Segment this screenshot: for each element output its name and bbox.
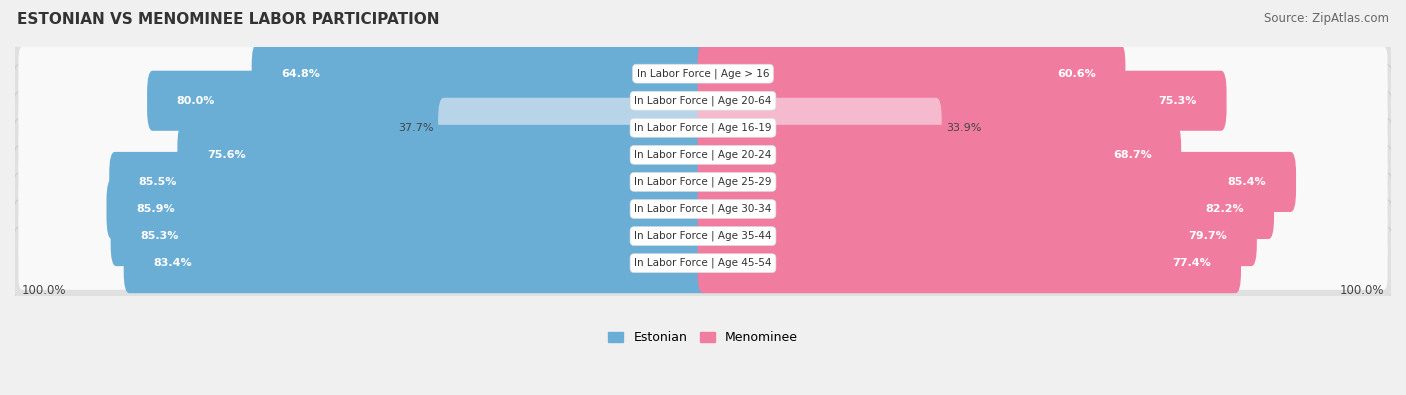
FancyBboxPatch shape <box>697 71 1226 131</box>
FancyBboxPatch shape <box>697 125 1181 185</box>
Text: In Labor Force | Age 35-44: In Labor Force | Age 35-44 <box>634 231 772 241</box>
FancyBboxPatch shape <box>697 43 1125 104</box>
FancyBboxPatch shape <box>18 182 1388 236</box>
Text: 85.4%: 85.4% <box>1227 177 1267 187</box>
FancyBboxPatch shape <box>18 155 1388 209</box>
FancyBboxPatch shape <box>439 98 709 158</box>
FancyBboxPatch shape <box>18 74 1388 127</box>
FancyBboxPatch shape <box>13 92 1393 164</box>
FancyBboxPatch shape <box>18 128 1388 181</box>
FancyBboxPatch shape <box>697 233 1241 293</box>
Text: In Labor Force | Age 20-64: In Labor Force | Age 20-64 <box>634 96 772 106</box>
FancyBboxPatch shape <box>13 227 1393 299</box>
FancyBboxPatch shape <box>110 152 709 212</box>
Text: 85.9%: 85.9% <box>136 204 174 214</box>
Text: In Labor Force | Age 20-24: In Labor Force | Age 20-24 <box>634 150 772 160</box>
Text: In Labor Force | Age > 16: In Labor Force | Age > 16 <box>637 68 769 79</box>
Text: 80.0%: 80.0% <box>177 96 215 106</box>
Text: 64.8%: 64.8% <box>281 69 321 79</box>
FancyBboxPatch shape <box>18 101 1388 154</box>
Text: 85.3%: 85.3% <box>141 231 179 241</box>
FancyBboxPatch shape <box>697 152 1296 212</box>
FancyBboxPatch shape <box>13 119 1393 191</box>
FancyBboxPatch shape <box>124 233 709 293</box>
Text: 83.4%: 83.4% <box>153 258 191 268</box>
FancyBboxPatch shape <box>18 209 1388 263</box>
Text: ESTONIAN VS MENOMINEE LABOR PARTICIPATION: ESTONIAN VS MENOMINEE LABOR PARTICIPATIO… <box>17 12 439 27</box>
Text: 77.4%: 77.4% <box>1173 258 1212 268</box>
FancyBboxPatch shape <box>18 47 1388 100</box>
Text: In Labor Force | Age 25-29: In Labor Force | Age 25-29 <box>634 177 772 187</box>
Text: 75.3%: 75.3% <box>1159 96 1197 106</box>
Text: 100.0%: 100.0% <box>22 284 66 297</box>
FancyBboxPatch shape <box>18 237 1388 290</box>
FancyBboxPatch shape <box>107 179 709 239</box>
Text: 37.7%: 37.7% <box>398 123 433 133</box>
Text: 33.9%: 33.9% <box>946 123 981 133</box>
Text: 100.0%: 100.0% <box>1340 284 1384 297</box>
Text: In Labor Force | Age 16-19: In Labor Force | Age 16-19 <box>634 122 772 133</box>
FancyBboxPatch shape <box>177 125 709 185</box>
FancyBboxPatch shape <box>13 65 1393 137</box>
FancyBboxPatch shape <box>13 200 1393 272</box>
FancyBboxPatch shape <box>252 43 709 104</box>
FancyBboxPatch shape <box>697 206 1257 266</box>
FancyBboxPatch shape <box>697 179 1274 239</box>
FancyBboxPatch shape <box>148 71 709 131</box>
FancyBboxPatch shape <box>13 173 1393 245</box>
Text: 68.7%: 68.7% <box>1112 150 1152 160</box>
FancyBboxPatch shape <box>697 98 942 158</box>
Text: 85.5%: 85.5% <box>139 177 177 187</box>
Text: 60.6%: 60.6% <box>1057 69 1095 79</box>
Text: 79.7%: 79.7% <box>1188 231 1227 241</box>
FancyBboxPatch shape <box>13 146 1393 218</box>
Text: In Labor Force | Age 30-34: In Labor Force | Age 30-34 <box>634 204 772 214</box>
Text: 82.2%: 82.2% <box>1206 204 1244 214</box>
Text: Source: ZipAtlas.com: Source: ZipAtlas.com <box>1264 12 1389 25</box>
FancyBboxPatch shape <box>13 38 1393 109</box>
Legend: Estonian, Menominee: Estonian, Menominee <box>609 331 797 344</box>
Text: 75.6%: 75.6% <box>207 150 246 160</box>
Text: In Labor Force | Age 45-54: In Labor Force | Age 45-54 <box>634 258 772 269</box>
FancyBboxPatch shape <box>111 206 709 266</box>
